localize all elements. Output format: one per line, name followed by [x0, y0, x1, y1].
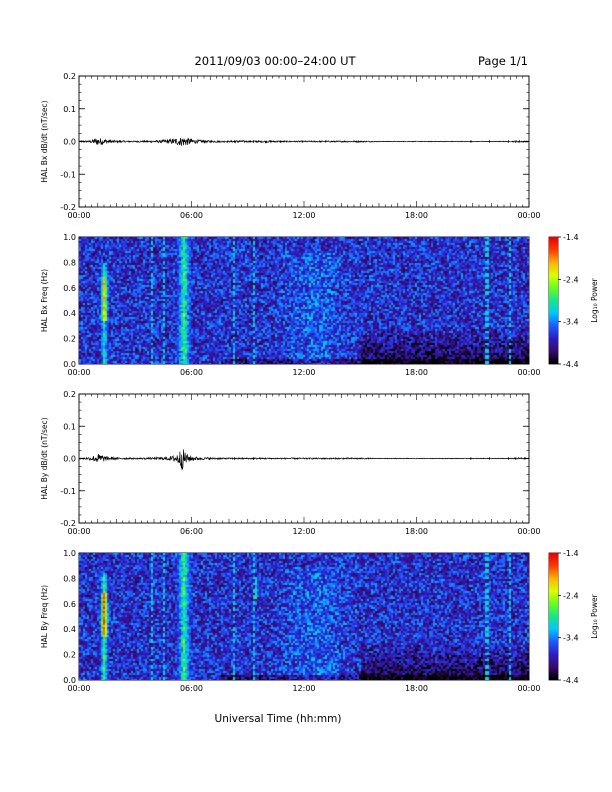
by-dbdt-y-tick-label: 0.1: [63, 422, 76, 431]
bx-dbdt-y-tick-label: -0.1: [60, 170, 76, 179]
bx-spectrogram-x-tick-label: 00:00: [517, 368, 540, 377]
bx-spectrogram-y-axis-label: HAL Bx Freq (Hz): [40, 269, 49, 332]
by-dbdt-y-tick-label: -0.1: [60, 487, 76, 496]
bx-spectrogram-image: [79, 237, 529, 364]
by-dbdt-trace: [78, 449, 530, 471]
by-spectrogram-y-tick-label: 0.4: [63, 625, 76, 634]
bx-spectrogram-x-tick-label: 18:00: [405, 368, 428, 377]
bx-spectrogram-y-tick-label: 1.0: [63, 233, 76, 242]
bx-dbdt-trace: [78, 137, 530, 146]
by-spectrogram-y-tick-label: 1.0: [63, 549, 76, 558]
by-spectrogram-y-axis-label: HAL By Freq (Hz): [40, 585, 49, 648]
bx-spectrogram-x-tick-label: 00:00: [67, 368, 90, 377]
by-spectrogram-x-tick-label: 00:00: [67, 684, 90, 693]
bx-spectrogram-x-tick-label: 12:00: [292, 368, 315, 377]
by-dbdt-y-tick-label: 0.0: [63, 455, 76, 464]
bx-dbdt-y-tick-label: 0.1: [63, 105, 76, 114]
by-spectrogram-y-tick-label: 0.6: [63, 600, 76, 609]
bx-dbdt-x-tick-label: 00:00: [517, 211, 540, 220]
by-spectrogram-x-tick-label: 06:00: [180, 684, 203, 693]
bx-spectrogram-colorbar-label: Log₁₀ Power: [590, 277, 599, 322]
bx-dbdt-y-tick-label: 0.2: [63, 72, 76, 81]
x-axis-title: Universal Time (hh:mm): [215, 713, 342, 725]
bx-dbdt-x-tick-label: 06:00: [180, 211, 203, 220]
by-dbdt-x-tick-label: 00:00: [517, 527, 540, 536]
bx-dbdt-x-tick-label: 12:00: [292, 211, 315, 220]
by-colorbar-image: [549, 553, 558, 680]
bx-spectrogram-colorbar-tick-label: -4.4: [563, 360, 579, 369]
bx-spectrogram-y-tick-label: 0.6: [63, 284, 76, 293]
bx-spectrogram-colorbar-tick-label: -3.4: [563, 318, 579, 327]
by-spectrogram-y-tick-label: 0.0: [63, 676, 76, 685]
bx-dbdt-x-tick-label: 00:00: [67, 211, 90, 220]
bx-dbdt-x-tick-label: 18:00: [405, 211, 428, 220]
page-number: Page 1/1: [478, 54, 528, 68]
bx-dbdt-y-tick-label: -0.2: [60, 203, 76, 212]
by-dbdt-x-tick-label: 06:00: [180, 527, 203, 536]
bx-spectrogram-colorbar-tick-label: -1.4: [563, 233, 579, 242]
by-spectrogram-image: [79, 553, 529, 680]
by-spectrogram-x-tick-label: 12:00: [292, 684, 315, 693]
by-dbdt-y-tick-label: 0.2: [63, 390, 76, 399]
bx-spectrogram-colorbar-tick-label: -2.4: [563, 275, 579, 284]
by-spectrogram-x-tick-label: 18:00: [405, 684, 428, 693]
by-spectrogram-colorbar-tick-label: -2.4: [563, 591, 579, 600]
bx-spectrogram-x-tick-label: 06:00: [180, 368, 203, 377]
by-spectrogram-colorbar-label: Log₁₀ Power: [590, 593, 599, 638]
bx-spectrogram-y-tick-label: 0.4: [63, 309, 76, 318]
bx-spectrogram-y-tick-label: 0.8: [63, 258, 76, 267]
bx-spectrogram-y-tick-label: 0.0: [63, 360, 76, 369]
figure-title: 2011/09/03 00:00–24:00 UT: [194, 54, 356, 68]
by-spectrogram-x-tick-label: 00:00: [517, 684, 540, 693]
by-spectrogram-y-tick-label: 0.8: [63, 574, 76, 583]
bx-spectrogram-y-tick-label: 0.2: [63, 335, 76, 344]
by-spectrogram-colorbar-tick-label: -4.4: [563, 676, 579, 685]
bx-dbdt-y-axis-label: HAL Bx dB/dt (nT/sec): [40, 100, 49, 182]
by-spectrogram-colorbar-tick-label: -3.4: [563, 634, 579, 643]
by-dbdt-y-axis-label: HAL By dB/dt (nT/sec): [40, 417, 49, 499]
by-dbdt-y-tick-label: -0.2: [60, 519, 76, 528]
bx-colorbar-image: [549, 237, 558, 364]
by-dbdt-x-tick-label: 00:00: [67, 527, 90, 536]
by-dbdt-x-tick-label: 18:00: [405, 527, 428, 536]
by-spectrogram-y-tick-label: 0.2: [63, 651, 76, 660]
by-spectrogram-colorbar-tick-label: -1.4: [563, 549, 579, 558]
bx-dbdt-y-tick-label: 0.0: [63, 138, 76, 147]
by-dbdt-x-tick-label: 12:00: [292, 527, 315, 536]
